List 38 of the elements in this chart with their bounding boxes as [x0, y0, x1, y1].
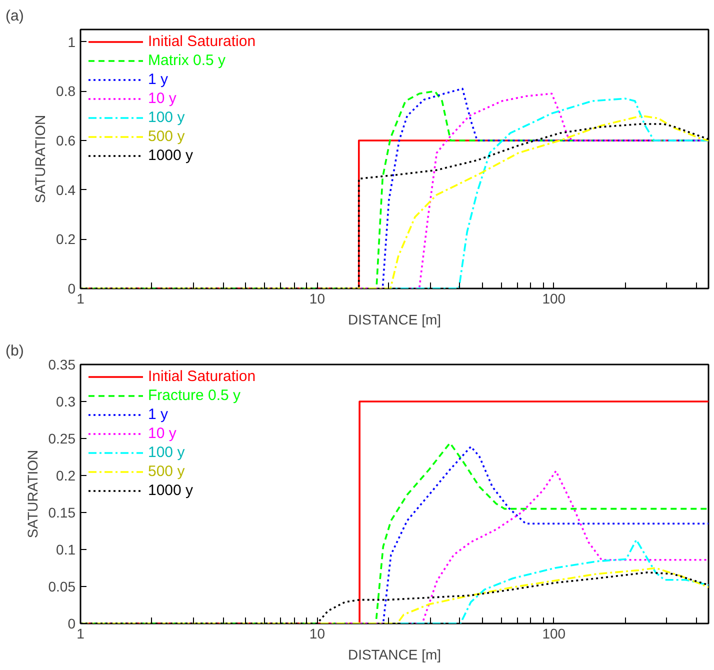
legend-label: Fracture 0.5 y [148, 387, 241, 404]
y-tick-label: 1 [68, 34, 76, 50]
legend-label: Initial Saturation [148, 368, 256, 385]
legend-label: 500 y [148, 128, 185, 145]
y-tick-label: 0.8 [56, 83, 76, 100]
legend-label: 1000 y [148, 147, 194, 164]
chart-title: (b) [6, 342, 24, 360]
legend-label: 100 y [148, 109, 185, 126]
y-tick-label: 0.1 [56, 542, 76, 558]
legend-label: 10 y [148, 425, 176, 442]
y-tick-label: 0 [68, 616, 76, 632]
y-tick-label: 0.2 [56, 231, 76, 248]
chart-title: (a) [6, 8, 24, 24]
y-axis-title: SATURATION [24, 450, 40, 538]
y-tick-label: 0.05 [48, 578, 76, 594]
y-tick-label: 0.15 [48, 504, 76, 520]
y-axis-title: SATURATION [32, 114, 48, 204]
y-tick-label: 0.35 [48, 356, 76, 372]
y-tick-label: 0.4 [56, 182, 76, 198]
legend-label: 1 y [148, 71, 168, 88]
legend-label: 100 y [148, 444, 185, 461]
legend-label: 1000 y [148, 482, 194, 499]
x-axis-title: DISTANCE [m] [348, 312, 442, 328]
x-tick-label: 100 [542, 626, 566, 642]
y-tick-label: 0.2 [56, 468, 76, 484]
x-tick-label: 10 [309, 290, 326, 306]
x-tick-label: 100 [542, 290, 566, 306]
legend-label: 10 y [148, 90, 176, 107]
legend-label: Initial Saturation [148, 33, 256, 50]
y-tick-label: 0.6 [56, 132, 76, 148]
y-tick-label: 0 [68, 280, 76, 296]
legend-label: 1 y [148, 406, 168, 423]
x-tick-label: 10 [309, 626, 326, 642]
y-tick-label: 0.3 [56, 394, 76, 410]
x-axis-title: DISTANCE [m] [348, 646, 442, 662]
y-tick-label: 0.25 [48, 430, 76, 446]
legend-label: 500 y [148, 463, 185, 480]
legend-label: Matrix 0.5 y [148, 52, 226, 69]
